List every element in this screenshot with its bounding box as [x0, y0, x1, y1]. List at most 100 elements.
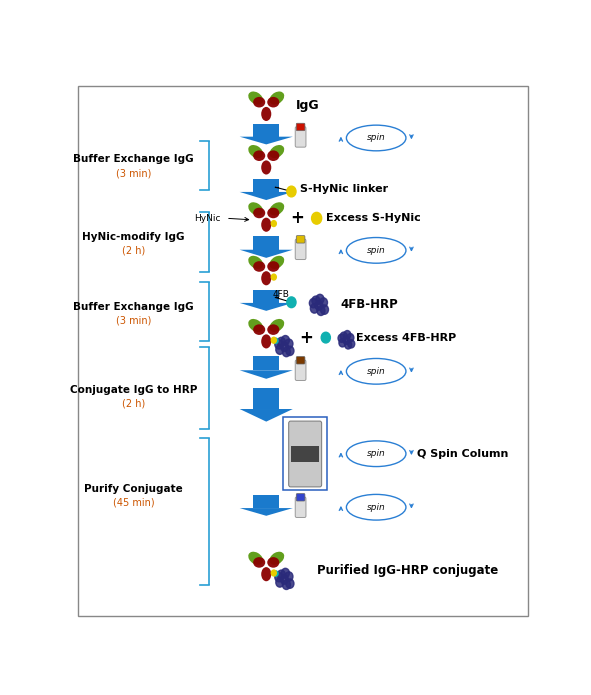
FancyBboxPatch shape — [296, 357, 305, 364]
Text: Purify Conjugate: Purify Conjugate — [84, 484, 183, 493]
Ellipse shape — [346, 125, 406, 151]
Text: HyNic-modify IgG: HyNic-modify IgG — [82, 232, 184, 242]
Text: spin: spin — [367, 502, 385, 512]
Circle shape — [275, 340, 283, 349]
Ellipse shape — [253, 557, 265, 568]
Circle shape — [271, 570, 277, 576]
Ellipse shape — [269, 552, 284, 565]
FancyBboxPatch shape — [296, 123, 305, 131]
Ellipse shape — [261, 107, 271, 121]
FancyBboxPatch shape — [291, 445, 319, 461]
Polygon shape — [254, 236, 279, 250]
Circle shape — [315, 301, 323, 310]
Polygon shape — [254, 357, 279, 370]
Ellipse shape — [267, 150, 280, 161]
Text: Purified IgG-HRP conjugate: Purified IgG-HRP conjugate — [317, 564, 498, 577]
Circle shape — [271, 220, 277, 227]
FancyBboxPatch shape — [288, 421, 322, 487]
Polygon shape — [240, 409, 293, 422]
Circle shape — [281, 569, 290, 578]
Circle shape — [280, 575, 288, 584]
Text: spin: spin — [367, 367, 385, 376]
Circle shape — [309, 298, 317, 308]
Text: 4FB: 4FB — [273, 291, 290, 300]
Ellipse shape — [253, 325, 265, 335]
Circle shape — [276, 345, 284, 354]
Circle shape — [285, 339, 293, 348]
Ellipse shape — [267, 557, 280, 568]
FancyBboxPatch shape — [296, 126, 306, 147]
Text: (2 h): (2 h) — [122, 246, 145, 256]
Ellipse shape — [248, 319, 263, 332]
Ellipse shape — [269, 256, 284, 269]
Circle shape — [343, 336, 350, 345]
Circle shape — [285, 572, 293, 581]
Text: Excess S-HyNic: Excess S-HyNic — [326, 213, 421, 223]
Ellipse shape — [269, 92, 284, 105]
Text: (2 h): (2 h) — [122, 398, 145, 409]
Polygon shape — [254, 389, 279, 409]
Circle shape — [275, 573, 283, 582]
Ellipse shape — [253, 97, 265, 108]
Polygon shape — [254, 124, 279, 137]
FancyBboxPatch shape — [296, 497, 306, 518]
Circle shape — [271, 337, 277, 343]
Ellipse shape — [261, 161, 271, 174]
FancyBboxPatch shape — [296, 239, 306, 259]
Text: HyNic: HyNic — [194, 214, 220, 223]
Text: spin: spin — [367, 246, 385, 255]
Ellipse shape — [346, 359, 406, 384]
Circle shape — [319, 298, 327, 307]
Circle shape — [286, 346, 294, 356]
Ellipse shape — [269, 145, 284, 158]
Circle shape — [274, 338, 278, 343]
Circle shape — [347, 334, 354, 342]
FancyBboxPatch shape — [77, 85, 528, 616]
Ellipse shape — [267, 97, 280, 108]
Text: 4FB-HRP: 4FB-HRP — [341, 298, 399, 311]
Polygon shape — [240, 192, 293, 200]
Polygon shape — [254, 496, 279, 508]
Polygon shape — [240, 303, 293, 311]
Ellipse shape — [261, 218, 271, 232]
Text: spin: spin — [367, 449, 385, 458]
Circle shape — [286, 579, 294, 588]
Ellipse shape — [253, 261, 265, 272]
Circle shape — [274, 571, 278, 576]
Circle shape — [271, 274, 277, 280]
Ellipse shape — [248, 202, 263, 215]
Ellipse shape — [248, 92, 263, 105]
Ellipse shape — [346, 441, 406, 466]
Ellipse shape — [346, 238, 406, 263]
Ellipse shape — [267, 208, 280, 218]
Ellipse shape — [248, 256, 263, 269]
Circle shape — [310, 304, 319, 313]
Text: +: + — [290, 209, 304, 227]
Ellipse shape — [253, 208, 265, 218]
Circle shape — [311, 213, 322, 224]
Ellipse shape — [346, 494, 406, 520]
Text: Buffer Exchange IgG: Buffer Exchange IgG — [73, 154, 194, 165]
Circle shape — [312, 296, 320, 306]
Ellipse shape — [248, 552, 263, 565]
Ellipse shape — [269, 319, 284, 332]
Circle shape — [281, 336, 290, 345]
Polygon shape — [254, 179, 279, 192]
Ellipse shape — [261, 334, 271, 348]
Circle shape — [287, 297, 296, 308]
Polygon shape — [240, 137, 293, 145]
Text: Q Spin Column: Q Spin Column — [417, 449, 509, 459]
Text: S-HyNic linker: S-HyNic linker — [300, 184, 388, 195]
Circle shape — [280, 342, 288, 352]
Circle shape — [340, 332, 348, 341]
Circle shape — [322, 332, 330, 343]
Ellipse shape — [261, 271, 271, 286]
Ellipse shape — [267, 325, 280, 335]
Ellipse shape — [267, 261, 280, 272]
Text: (45 min): (45 min) — [113, 498, 154, 507]
Text: (3 min): (3 min) — [116, 316, 151, 325]
Ellipse shape — [253, 150, 265, 161]
FancyBboxPatch shape — [296, 236, 305, 243]
Circle shape — [320, 305, 329, 314]
Circle shape — [316, 294, 324, 304]
